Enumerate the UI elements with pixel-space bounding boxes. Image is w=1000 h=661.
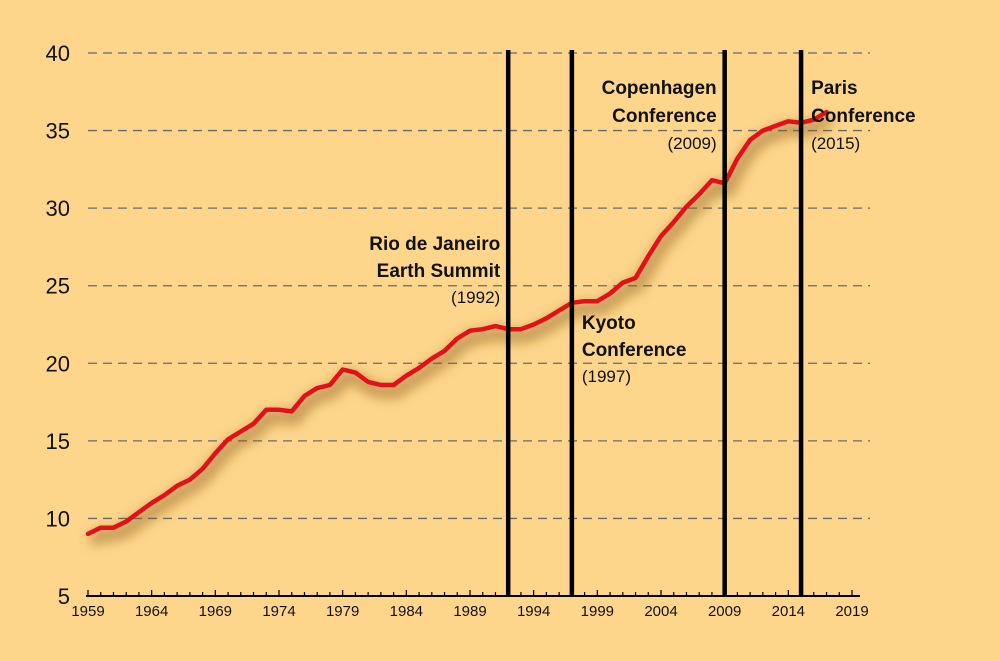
x-tick-label-1969: 1969 — [199, 603, 232, 620]
event-year-2015: (2015) — [811, 134, 860, 153]
y-tick-label-40: 40 — [46, 41, 70, 66]
grid-layer — [88, 52, 870, 520]
x-tick-label-1989: 1989 — [453, 603, 486, 620]
x-tick-label-1964: 1964 — [135, 603, 168, 620]
event-year-2009: (2009) — [668, 134, 717, 153]
event-label-1997-line-2: Conference — [582, 340, 687, 361]
x-tick-label-1984: 1984 — [390, 603, 423, 620]
y-tick-label-35: 35 — [46, 119, 70, 144]
series-shadow — [88, 113, 833, 547]
event-layer: Rio de Janeiro Earth Summit (1992) Kyoto Con… — [369, 50, 916, 596]
series-line — [85, 109, 829, 537]
y-tick-label-5: 5 — [58, 584, 70, 609]
x-tick-label-1979: 1979 — [326, 603, 359, 620]
y-tick-label-20: 20 — [46, 351, 70, 376]
y-tick-label-30: 30 — [46, 196, 70, 221]
event-year-1992: (1992) — [451, 288, 500, 307]
x-tick-label-1999: 1999 — [581, 603, 614, 620]
x-tick-label-2014: 2014 — [772, 603, 805, 620]
x-tick-label-1959: 1959 — [71, 603, 104, 620]
y-tick-label-10: 10 — [46, 506, 70, 531]
event-label-1992-line-2: Earth Summit — [377, 261, 501, 282]
y-tick-label-15: 15 — [46, 429, 70, 454]
event-label-1997-line-1: Kyoto — [582, 313, 636, 334]
x-tick-label-1994: 1994 — [517, 603, 550, 620]
event-label-2009-line-1: Copenhagen — [602, 78, 717, 99]
x-tick-label-2019: 2019 — [835, 603, 868, 620]
event-year-1997: (1997) — [582, 367, 631, 386]
x-tick-label-1974: 1974 — [262, 603, 295, 620]
event-label-1992-line-1: Rio de Janeiro — [369, 234, 500, 255]
event-label-2009-line-2: Conference — [612, 106, 717, 127]
x-tick-label-2004: 2004 — [644, 603, 677, 620]
axis-layer: 5 10 15 20 25 30 35 40 1959 1964 1969 1974 1979 1984 1… — [46, 41, 869, 620]
series-layer — [85, 109, 833, 547]
y-tick-label-25: 25 — [46, 274, 70, 299]
x-tick-label-2009: 2009 — [708, 603, 741, 620]
event-label-2015-line-1: Paris — [811, 78, 857, 99]
event-label-2015-line-2: Conference — [811, 106, 916, 127]
